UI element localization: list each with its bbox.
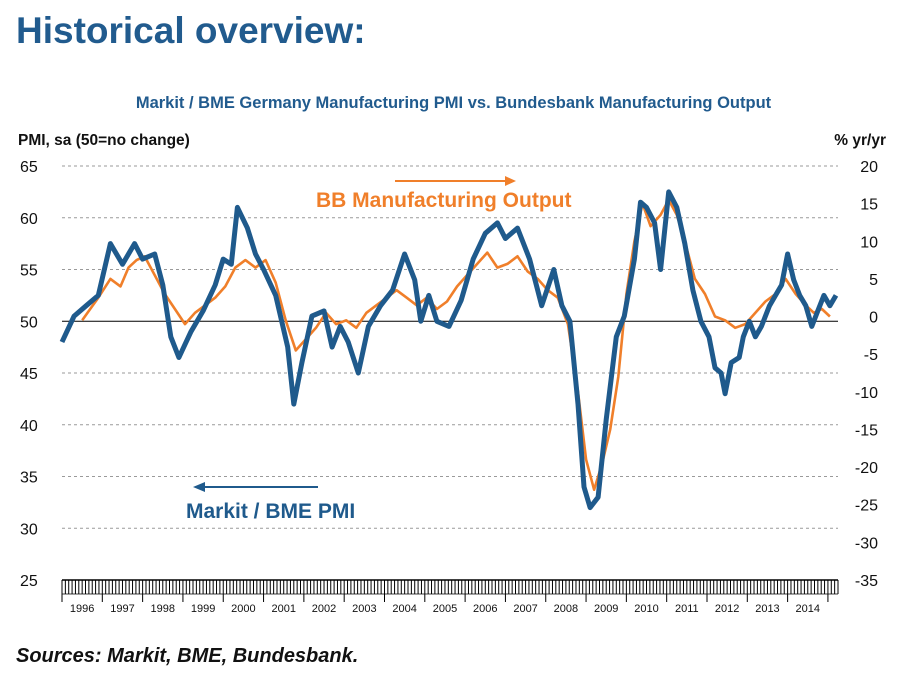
- right-tick-label: -10: [855, 385, 878, 402]
- source-note: Sources: Markit, BME, Bundesbank.: [16, 645, 359, 667]
- pmi-series-line: [59, 189, 839, 511]
- x-tick-label: 2012: [715, 603, 739, 615]
- left-tick-label: 55: [20, 263, 38, 280]
- pmi-series-label: Markit / BME PMI: [186, 500, 355, 523]
- right-tick-label: -15: [855, 422, 878, 439]
- x-tick-label: 1996: [70, 603, 94, 615]
- x-tick-label: 2002: [312, 603, 336, 615]
- left-tick-label: 40: [20, 418, 38, 435]
- x-tick-label: 2011: [675, 603, 699, 615]
- grid-lines: [62, 165, 838, 529]
- x-tick-label: 2005: [433, 603, 457, 615]
- output-series-label: BB Manufacturing Output: [316, 189, 571, 212]
- x-tick-label: 1997: [110, 603, 134, 615]
- right-axis-title: % yr/yr: [834, 132, 886, 149]
- x-tick-label: 1998: [151, 603, 175, 615]
- chart-title: Markit / BME Germany Manufacturing PMI v…: [135, 94, 772, 112]
- annotations: BB Manufacturing Output Markit / BME PMI: [186, 176, 571, 523]
- x-tick-label: 2013: [755, 603, 779, 615]
- left-tick-label: 35: [20, 470, 38, 487]
- left-tick-label: 25: [20, 573, 38, 590]
- x-tick-label: 2006: [473, 603, 497, 615]
- output-series-line: [81, 198, 831, 491]
- right-tick-label: 0: [869, 310, 878, 327]
- right-tick-label: -25: [855, 498, 878, 515]
- right-tick-label: 15: [860, 197, 878, 214]
- left-tick-label: 45: [20, 366, 38, 383]
- left-tick-label: 30: [20, 521, 38, 538]
- right-tick-label: -30: [855, 535, 878, 552]
- x-tick-label: 2010: [634, 603, 658, 615]
- right-tick-label: -5: [864, 347, 878, 364]
- x-tick-label: 2008: [554, 603, 578, 615]
- left-tick-label: 60: [20, 211, 38, 228]
- series-lines: [59, 189, 839, 511]
- right-tick-label: 20: [860, 159, 878, 176]
- right-tick-label: 10: [860, 234, 878, 251]
- pmi-arrow-head: [193, 482, 205, 492]
- left-axis-title: PMI, sa (50=no change): [18, 132, 190, 149]
- x-tick-label: 2009: [594, 603, 618, 615]
- left-tick-label: 50: [20, 314, 38, 331]
- right-axis-ticks: 20 15 10 5 0 -5 -10 -15 -20 -25 -30 -35: [855, 159, 878, 590]
- right-tick-label: -20: [855, 460, 878, 477]
- x-tick-label: 2014: [796, 603, 820, 615]
- x-tick-label: 2003: [352, 603, 376, 615]
- left-axis-ticks: 65 60 55 50 45 40 35 30 25: [20, 159, 38, 590]
- x-tick-label: 1999: [191, 603, 215, 615]
- right-tick-label: -35: [855, 573, 878, 590]
- x-tick-label: 2000: [231, 603, 255, 615]
- left-tick-label: 65: [20, 159, 38, 176]
- x-tick-label: 2004: [392, 603, 416, 615]
- page-heading: Historical overview:: [16, 10, 366, 51]
- x-axis: 1996 1997 1998 1999 2000 2001 2002 2003 2004 2005…: [61, 579, 839, 615]
- x-tick-label: 2001: [271, 603, 295, 615]
- output-arrow-head: [505, 176, 516, 186]
- right-tick-label: 5: [869, 272, 878, 289]
- x-tick-label: 2007: [513, 603, 537, 615]
